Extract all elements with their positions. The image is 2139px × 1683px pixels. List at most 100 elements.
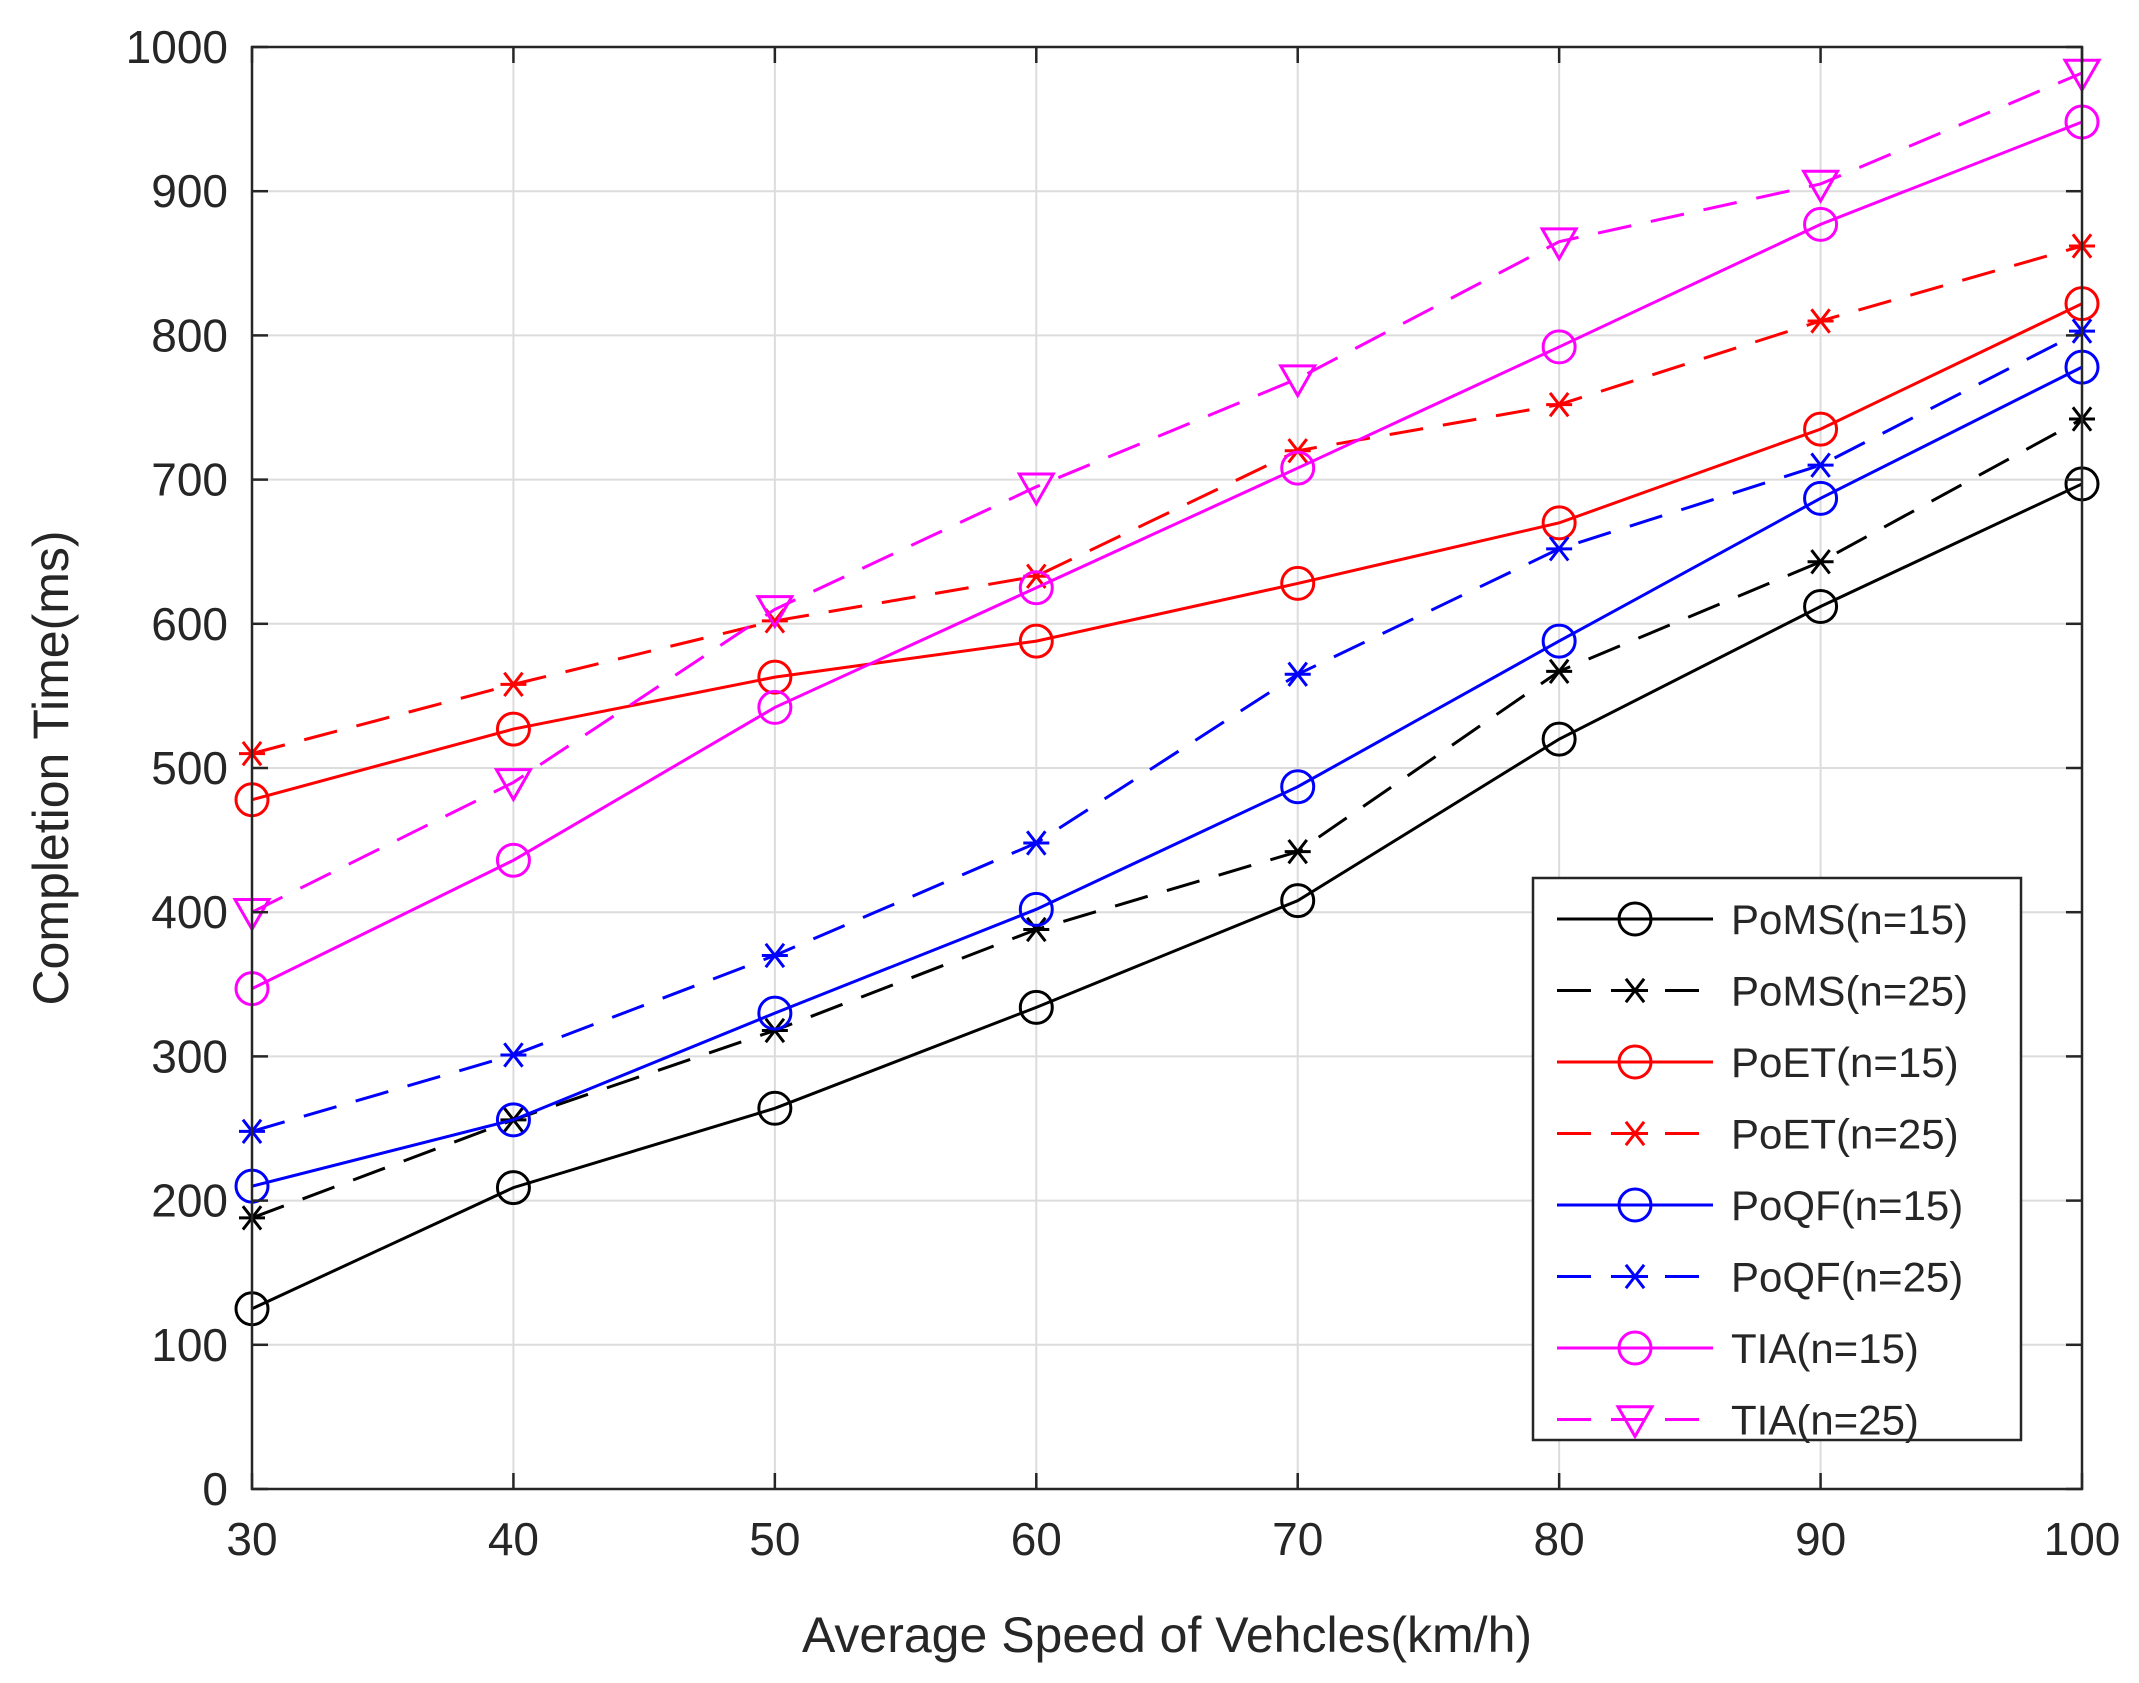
- data-point: [1023, 916, 1050, 943]
- x-tick-label: 40: [488, 1513, 539, 1565]
- legend-label: PoMS(n=25): [1731, 968, 1968, 1015]
- data-point: [757, 659, 793, 695]
- series-line: [251, 244, 2083, 756]
- data-point: [1018, 623, 1054, 659]
- data-point: [761, 942, 788, 969]
- series-line: [251, 120, 2083, 990]
- legend-marker: [1622, 1263, 1648, 1290]
- legend-label: TIA(n=25): [1731, 1397, 1919, 1444]
- y-tick-label: 300: [151, 1030, 228, 1082]
- legend-marker: [1622, 1120, 1648, 1147]
- y-tick-label: 200: [151, 1175, 228, 1227]
- data-point: [755, 595, 795, 630]
- legend-marker: [1617, 1330, 1653, 1366]
- legend-entry: PoQF(n=15): [1557, 1182, 1963, 1229]
- data-point: [495, 1102, 531, 1138]
- data-point: [1280, 883, 1316, 919]
- series-line: [251, 482, 2083, 1311]
- legend-entry: PoET(n=15): [1557, 1039, 1959, 1086]
- data-point: [1546, 536, 1573, 562]
- data-point: [1280, 450, 1316, 486]
- legend-marker: [1622, 977, 1648, 1004]
- data-point: [1539, 227, 1579, 262]
- data-point: [1546, 658, 1573, 685]
- x-tick-label: 70: [1272, 1513, 1323, 1565]
- y-tick-label: 500: [151, 742, 228, 794]
- data-point: [500, 671, 527, 697]
- data-point: [1023, 830, 1050, 856]
- data-point: [1807, 549, 1834, 575]
- legend-entry: PoMS(n=25): [1557, 968, 1968, 1015]
- data-point: [1800, 169, 1841, 205]
- data-point: [1284, 839, 1311, 865]
- data-point: [1803, 206, 1839, 242]
- legend-entry: PoMS(n=15): [1557, 896, 1968, 943]
- data-point: [500, 1042, 527, 1068]
- x-tick-label: 100: [2044, 1513, 2121, 1565]
- legend-box: [1531, 876, 2023, 1442]
- y-axis-label: Completion Time(ms): [23, 530, 79, 1005]
- data-point: [1541, 329, 1577, 365]
- data-point: [1541, 505, 1577, 541]
- x-tick-label: 90: [1795, 1513, 1846, 1565]
- data-point: [495, 1170, 531, 1206]
- data-point: [493, 768, 534, 803]
- y-tick-label: 1000: [126, 21, 228, 73]
- data-point: [1546, 391, 1573, 418]
- series-4: [234, 349, 2100, 1204]
- legend-entry: PoET(n=25): [1557, 1111, 1959, 1158]
- plot-series: [232, 58, 2102, 1327]
- legend-marker: [1617, 1044, 1653, 1080]
- axis-ticks: 30 40 50 60 70 80 90 10001002003004005006007008…: [126, 21, 2121, 1565]
- data-point: [1284, 661, 1311, 687]
- y-tick-label: 400: [151, 886, 228, 938]
- y-tick-label: 600: [151, 598, 228, 650]
- x-tick-label: 30: [226, 1513, 277, 1565]
- x-axis-label: Average Speed of Vehcles(km/h): [802, 1607, 1532, 1663]
- x-tick-label: 80: [1534, 1513, 1585, 1565]
- data-point: [1018, 989, 1054, 1025]
- y-tick-label: 800: [151, 309, 228, 361]
- legend-marker: [1617, 901, 1653, 937]
- x-tick-label: 60: [1011, 1513, 1062, 1565]
- data-point: [1016, 472, 1056, 507]
- data-point: [1803, 411, 1839, 447]
- legend-entry: PoQF(n=25): [1557, 1254, 1963, 1301]
- data-point: [1018, 570, 1054, 606]
- data-point: [1278, 364, 1318, 399]
- data-point: [1280, 565, 1316, 601]
- series-line: [251, 302, 2083, 802]
- legend-entry: TIA(n=25): [1557, 1397, 1919, 1444]
- y-tick-label: 0: [202, 1463, 228, 1515]
- data-point: [1541, 623, 1577, 659]
- data-point: [1803, 480, 1839, 516]
- legend-marker: [1615, 1405, 1655, 1440]
- data-point: [757, 1090, 793, 1126]
- x-tick-label: 50: [749, 1513, 800, 1565]
- legend: PoMS(n=15) PoMS(n=25) PoET(n=15) PoET(n=25)…: [1531, 876, 2023, 1444]
- series-line: [251, 417, 2083, 1220]
- data-point: [1280, 769, 1316, 805]
- data-point: [1541, 721, 1577, 757]
- legend-label: PoMS(n=15): [1731, 896, 1968, 943]
- legend-label: PoET(n=25): [1731, 1111, 1959, 1158]
- data-point: [1803, 588, 1839, 624]
- data-point: [757, 689, 793, 725]
- series-line: [251, 329, 2083, 1133]
- y-tick-label: 100: [151, 1319, 228, 1371]
- data-point: [1807, 452, 1834, 478]
- data-point: [495, 842, 531, 878]
- series-line: [251, 71, 2083, 914]
- data-point: [757, 995, 793, 1031]
- y-tick-label: 900: [151, 165, 228, 217]
- legend-label: PoQF(n=15): [1731, 1182, 1963, 1229]
- legend-marker: [1617, 1187, 1653, 1223]
- legend-label: TIA(n=15): [1731, 1325, 1919, 1372]
- y-tick-label: 700: [151, 454, 228, 506]
- legend-label: PoQF(n=25): [1731, 1254, 1963, 1301]
- data-point: [1807, 308, 1834, 334]
- legend-entry: TIA(n=15): [1557, 1325, 1919, 1372]
- legend-label: PoET(n=15): [1731, 1039, 1959, 1086]
- data-point: [1018, 891, 1054, 927]
